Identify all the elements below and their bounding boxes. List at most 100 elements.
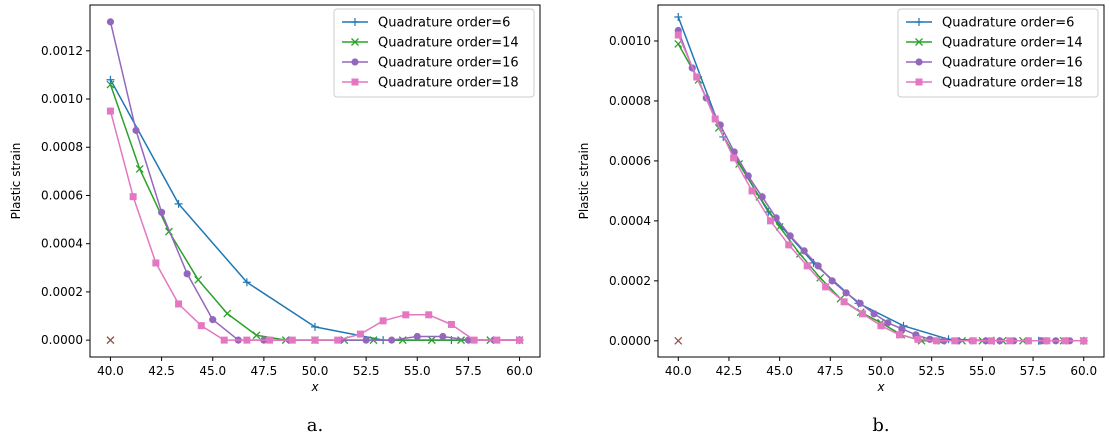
legend-marker: [351, 18, 359, 26]
data-point: [194, 275, 203, 284]
y-tick-label: 0.0006: [41, 188, 83, 202]
data-point: [870, 310, 878, 318]
y-tick-label: 0.0012: [41, 44, 83, 58]
data-point: [674, 12, 683, 21]
y-axis-label: Plastic strain: [577, 143, 591, 220]
data-point: [859, 310, 867, 318]
y-tick-label: 0.0010: [609, 34, 651, 48]
data-point: [362, 336, 370, 344]
legend-label: Quadrature order=16: [378, 56, 519, 71]
data-point: [735, 159, 744, 168]
data-point: [174, 199, 183, 208]
data-point: [427, 336, 436, 345]
data-point: [711, 115, 719, 123]
data-point: [674, 31, 682, 39]
x-tick-label: 45.0: [766, 364, 793, 378]
data-point: [987, 337, 995, 345]
data-point: [1006, 337, 1014, 345]
x-tick-label: 60.0: [1070, 364, 1097, 378]
data-point: [951, 337, 959, 345]
series-line-4: [109, 110, 520, 341]
legend-marker: [351, 78, 359, 86]
legend: Quadrature order=6 Quadrature order=14 Qua…: [897, 8, 1099, 98]
legend-marker: [351, 58, 359, 66]
data-point: [493, 336, 501, 344]
data-point: [969, 337, 977, 345]
data-point: [183, 270, 191, 278]
x-tick-label: 45.0: [199, 364, 226, 378]
data-point: [758, 193, 766, 201]
data-point: [895, 331, 903, 339]
data-point: [356, 330, 364, 338]
legend: Quadrature order=6 Quadrature order=14 Qua…: [333, 8, 535, 98]
legend-item: Quadrature order=14: [342, 36, 519, 51]
legend-item: Quadrature order=16: [906, 56, 1083, 71]
panel-caption: b.: [872, 415, 889, 436]
x-tick-label: 47.5: [817, 364, 844, 378]
data-point: [252, 331, 261, 340]
data-point: [157, 208, 166, 216]
data-point: [379, 317, 387, 325]
panel-caption: a.: [307, 415, 323, 436]
data-point: [242, 278, 251, 287]
legend-box: [897, 8, 1099, 98]
data-point: [288, 336, 296, 344]
x-tick-label: 40.0: [665, 364, 692, 378]
data-point: [803, 262, 811, 270]
x-tick-label: 42.5: [716, 364, 743, 378]
y-tick-label: 0.0008: [609, 94, 651, 108]
data-point: [1061, 337, 1069, 345]
data-point: [926, 335, 934, 343]
y-tick-label: 0.0000: [41, 333, 83, 347]
y-tick-label: 0.0010: [41, 92, 83, 106]
y-tick-label: 0.0002: [609, 274, 651, 288]
data-point: [106, 80, 115, 89]
data-point: [744, 172, 752, 180]
data-point: [828, 277, 836, 285]
x-tick-label: 47.5: [251, 364, 278, 378]
x-tick-label: 55.0: [969, 364, 996, 378]
x-axis-label: x: [876, 380, 885, 394]
legend-label: Quadrature order=14: [942, 36, 1083, 51]
data-point: [106, 107, 114, 115]
x-tick-label: 52.5: [353, 364, 380, 378]
data-point: [800, 247, 808, 255]
data-point: [266, 336, 274, 344]
legend-label: Quadrature order=6: [942, 16, 1074, 31]
data-point: [822, 283, 830, 291]
data-point: [243, 336, 251, 344]
legend-marker: [915, 78, 923, 86]
y-tick-label: 0.0004: [41, 237, 83, 251]
legend-label: Quadrature order=14: [378, 36, 519, 51]
stray-marker: [106, 336, 115, 345]
x-tick-label: 55.0: [404, 364, 431, 378]
data-point: [132, 126, 140, 134]
x-tick-label: 57.5: [455, 364, 482, 378]
data-point: [785, 241, 793, 249]
data-point: [840, 298, 848, 306]
x-tick-label: 40.0: [97, 364, 124, 378]
x-tick-label: 57.5: [1020, 364, 1047, 378]
data-point: [898, 325, 906, 333]
data-point: [220, 336, 228, 344]
legend-marker: [351, 38, 359, 46]
data-point: [842, 289, 850, 297]
legend-item: Quadrature order=6: [342, 16, 510, 31]
y-tick-label: 0.0006: [609, 154, 651, 168]
x-axis-label: x: [310, 380, 319, 394]
legend-item: Quadrature order=16: [342, 56, 519, 71]
legend-item: Quadrature order=18: [906, 76, 1083, 91]
data-point: [175, 300, 183, 308]
legend-item: Quadrature order=14: [906, 36, 1083, 51]
data-point: [447, 320, 455, 328]
legend-box: [333, 8, 535, 98]
data-point: [748, 187, 756, 195]
legend-item: Quadrature order=6: [906, 16, 1074, 31]
data-point: [1043, 337, 1051, 345]
y-axis-label: Plastic strain: [9, 143, 23, 220]
data-point: [439, 332, 447, 341]
data-point: [334, 336, 342, 344]
data-point: [516, 336, 524, 344]
data-point: [197, 322, 205, 330]
